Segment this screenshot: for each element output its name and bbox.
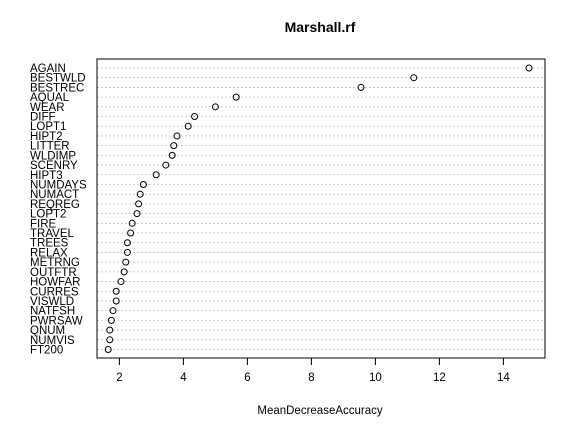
data-point bbox=[162, 161, 170, 169]
category-label: OUTFTR bbox=[30, 267, 77, 279]
x-axis: 2 4 6 8 10 12 14 bbox=[116, 357, 510, 384]
data-point bbox=[123, 248, 131, 256]
data-point bbox=[173, 132, 181, 140]
data-point bbox=[112, 297, 120, 305]
data-point bbox=[127, 229, 135, 237]
category-label: BESTWLD bbox=[30, 73, 86, 85]
category-label: LOPT2 bbox=[30, 209, 66, 221]
data-point bbox=[109, 307, 117, 315]
category-label: QNUM bbox=[30, 325, 65, 337]
category-label: REQREG bbox=[30, 199, 80, 211]
x-tick-label: 8 bbox=[308, 372, 314, 384]
data-point bbox=[232, 93, 240, 101]
category-label: HIPT3 bbox=[30, 170, 63, 182]
data-point bbox=[410, 74, 418, 82]
category-label: FT200 bbox=[30, 345, 63, 357]
category-label: TRAVEL bbox=[30, 228, 74, 240]
data-point bbox=[123, 239, 131, 247]
data-point bbox=[136, 190, 144, 198]
data-point bbox=[106, 336, 114, 344]
category-label: WEAR bbox=[30, 102, 65, 114]
data-point bbox=[117, 278, 125, 286]
category-label: NUMDAYS bbox=[30, 179, 87, 191]
data-point bbox=[525, 64, 533, 72]
x-tick-label: 4 bbox=[180, 372, 187, 384]
data-point bbox=[211, 103, 219, 111]
grid-layer bbox=[97, 67, 545, 350]
data-point bbox=[170, 142, 178, 150]
data-point bbox=[191, 113, 199, 121]
category-label: TREES bbox=[30, 238, 69, 250]
x-tick-label: 14 bbox=[497, 372, 510, 384]
chart-title: Marshall.rf bbox=[285, 19, 356, 35]
category-label: BESTREC bbox=[30, 82, 84, 94]
category-label: SCENRY bbox=[30, 160, 78, 172]
data-point bbox=[107, 316, 115, 324]
category-label: AGAIN bbox=[30, 63, 66, 75]
x-tick-label: 6 bbox=[244, 372, 250, 384]
category-label: LOPT1 bbox=[30, 121, 66, 133]
data-point bbox=[122, 258, 130, 266]
category-label: NUMACT bbox=[30, 189, 79, 201]
data-point bbox=[106, 326, 114, 334]
data-point bbox=[112, 287, 120, 295]
category-labels: AGAINBESTWLDBESTRECAQUALWEARDIFFLOPT1HIP… bbox=[30, 63, 87, 357]
data-point bbox=[120, 268, 128, 276]
plot-frame bbox=[96, 58, 546, 359]
data-point bbox=[104, 346, 112, 353]
data-point bbox=[135, 200, 143, 208]
category-label: PWRSAW bbox=[30, 315, 83, 327]
x-axis-label: MeanDecreaseAccuracy bbox=[257, 405, 383, 417]
category-label: AQUAL bbox=[30, 92, 70, 104]
category-label: LITTER bbox=[30, 141, 70, 153]
category-label: NUMVIS bbox=[30, 335, 75, 347]
data-point bbox=[152, 171, 160, 179]
category-label: WLDIMP bbox=[30, 150, 76, 162]
category-label: HIPT2 bbox=[30, 131, 63, 143]
category-label: CURRES bbox=[30, 286, 79, 298]
category-label: METRNG bbox=[30, 257, 80, 269]
x-tick-label: 2 bbox=[116, 372, 122, 384]
data-point bbox=[357, 83, 365, 91]
category-label: HOWFAR bbox=[30, 277, 80, 289]
category-label: VISWLD bbox=[30, 296, 74, 308]
data-point bbox=[184, 122, 192, 130]
data-point bbox=[133, 210, 141, 218]
category-label: FIRE bbox=[30, 218, 57, 230]
data-point bbox=[168, 151, 176, 159]
category-label: DIFF bbox=[30, 112, 56, 124]
data-points bbox=[104, 64, 533, 353]
x-tick-label: 10 bbox=[369, 372, 382, 384]
category-label: RELAX bbox=[30, 247, 68, 259]
data-point bbox=[139, 180, 147, 188]
x-tick-label: 12 bbox=[433, 372, 446, 384]
data-point bbox=[128, 219, 136, 227]
category-label: NATFSH bbox=[30, 306, 75, 318]
